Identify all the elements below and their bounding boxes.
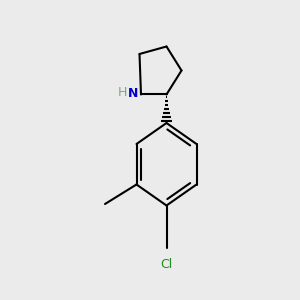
Text: Cl: Cl [160, 257, 172, 271]
Text: N: N [128, 87, 139, 101]
Text: H: H [118, 86, 127, 100]
